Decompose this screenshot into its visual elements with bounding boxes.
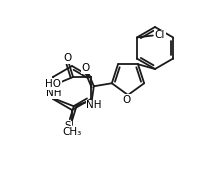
Text: O: O (82, 63, 90, 73)
Text: NH: NH (46, 88, 62, 98)
Text: S: S (64, 121, 71, 131)
Text: CH₃: CH₃ (62, 127, 82, 137)
Text: NH: NH (86, 100, 102, 110)
Text: Cl: Cl (155, 30, 165, 40)
Text: O: O (123, 95, 131, 105)
Text: HO: HO (45, 79, 61, 89)
Text: O: O (63, 53, 71, 63)
